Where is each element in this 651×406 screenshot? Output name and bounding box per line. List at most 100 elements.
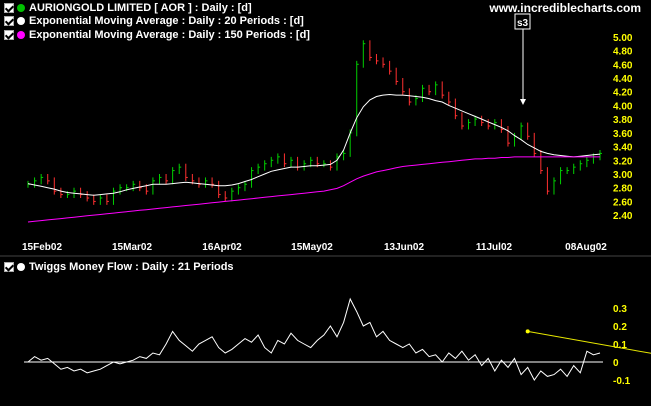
- price-y-tick: 4.60: [613, 60, 633, 71]
- s3-label: s3: [517, 18, 529, 29]
- ema20-dot-icon: [17, 17, 25, 25]
- price-bar: [428, 84, 432, 96]
- price-bar: [527, 122, 530, 140]
- price-y-tick: 4.80: [613, 47, 633, 58]
- x-tick: 11Jul02: [476, 242, 513, 253]
- price-bar: [60, 187, 63, 198]
- price-bar: [139, 180, 142, 192]
- price-bar: [375, 54, 379, 65]
- price-bar: [218, 180, 221, 198]
- price-bar: [40, 174, 44, 185]
- price-bars: [27, 40, 602, 205]
- price-bar: [257, 163, 261, 174]
- checkbox-ema150[interactable]: [4, 30, 14, 40]
- price-bar: [231, 187, 234, 202]
- price-bar: [500, 119, 504, 133]
- tmf-y-axis: 0.3 0.2 0.1 0 -0.1: [613, 304, 631, 387]
- price-bar: [362, 40, 366, 68]
- price-bar: [435, 81, 438, 96]
- x-tick: 16Apr02: [202, 242, 242, 253]
- tmf-y-tick: -0.1: [613, 376, 631, 387]
- price-y-tick: 3.80: [613, 115, 633, 126]
- checkbox-ema20[interactable]: [4, 16, 14, 26]
- price-bar: [573, 163, 576, 174]
- x-tick: 15May02: [291, 242, 333, 253]
- price-y-tick: 4.40: [613, 74, 633, 85]
- price-y-axis: 2.40 2.60 2.80 3.00 3.20 3.40 3.60 3.80 4.00 4.20…: [613, 33, 633, 222]
- ema150-line: [27, 156, 600, 223]
- price-bar: [47, 174, 50, 185]
- price-bar: [264, 160, 267, 171]
- legend-tmf-label: Twiggs Money Flow : Daily : 21 Periods: [29, 261, 234, 273]
- x-axis: 15Feb02 15Mar02 16Apr02 15May02 13Jun02 11Jul…: [22, 242, 607, 253]
- price-bar: [546, 167, 550, 195]
- price-bar: [224, 191, 228, 202]
- price-bar: [461, 112, 464, 130]
- price-y-tick: 4.00: [613, 101, 633, 112]
- price-bar: [540, 150, 543, 174]
- price-bar: [283, 153, 287, 168]
- price-bar: [408, 88, 412, 106]
- price-bar: [507, 126, 510, 147]
- price-bar: [303, 160, 307, 171]
- tmf-y-tick: 0.1: [613, 340, 627, 351]
- price-bar: [454, 98, 458, 120]
- legend-ema20-label: Exponential Moving Average : Daily : 20 …: [29, 15, 304, 27]
- price-bar: [566, 167, 570, 174]
- price-bar: [329, 160, 333, 171]
- price-bar: [336, 153, 340, 171]
- price-bar: [185, 163, 188, 181]
- price-bar: [172, 167, 175, 185]
- price-bar: [560, 167, 563, 185]
- checkbox-price[interactable]: [4, 3, 14, 13]
- x-tick: 13Jun02: [384, 242, 424, 253]
- tmf-line: [27, 297, 601, 381]
- price-bar: [389, 60, 392, 75]
- price-bar: [80, 187, 83, 198]
- price-bar: [441, 81, 445, 99]
- price-bar: [553, 177, 556, 195]
- x-tick: 08Aug02: [565, 242, 607, 253]
- tmf-trendline: [525, 329, 651, 354]
- price-bar: [402, 78, 405, 96]
- price-bar: [356, 60, 359, 137]
- x-tick: 15Feb02: [22, 242, 62, 253]
- legend-ema150[interactable]: Exponential Moving Average : Daily : 150…: [4, 27, 310, 43]
- legend-price[interactable]: AURIONGOLD LIMITED [ AOR ] : Daily : [d]: [4, 0, 252, 16]
- price-bar: [323, 160, 326, 168]
- price-bar: [93, 194, 96, 205]
- price-bar: [395, 67, 399, 85]
- price-bar: [297, 156, 300, 171]
- price-y-tick: 4.20: [613, 88, 633, 99]
- price-y-tick: 3.40: [613, 143, 633, 154]
- price-y-tick: 3.20: [613, 156, 633, 167]
- legend-price-label: AURIONGOLD LIMITED [ AOR ] : Daily : [d]: [29, 2, 252, 14]
- price-bar: [34, 177, 37, 188]
- legend-tmf[interactable]: Twiggs Money Flow : Daily : 21 Periods: [4, 259, 234, 275]
- watermark: www.incrediblecharts.com: [489, 1, 641, 15]
- price-y-tick: 3.00: [613, 170, 633, 181]
- legend-ema20[interactable]: Exponential Moving Average : Daily : 20 …: [4, 13, 304, 29]
- price-bar: [237, 184, 241, 195]
- price-y-tick: 2.40: [613, 211, 633, 222]
- price-dot-icon: [17, 4, 25, 12]
- price-y-tick: 3.60: [613, 129, 633, 140]
- price-bar: [106, 194, 109, 205]
- price-bar: [205, 177, 208, 188]
- price-bar: [158, 174, 162, 185]
- price-bar: [487, 119, 491, 130]
- price-bar: [520, 122, 524, 140]
- s3-annotation: s3: [514, 13, 531, 105]
- ema150-dot-icon: [17, 31, 25, 39]
- price-bar: [481, 115, 484, 126]
- price-bar: [211, 177, 215, 188]
- x-tick: 15Mar02: [112, 242, 152, 253]
- price-bar: [586, 156, 589, 168]
- price-bar: [244, 180, 247, 192]
- tmf-y-tick: 0: [613, 358, 619, 369]
- price-bar: [369, 40, 372, 61]
- price-bar: [382, 57, 386, 68]
- checkbox-tmf[interactable]: [4, 262, 14, 272]
- price-bar: [290, 156, 293, 168]
